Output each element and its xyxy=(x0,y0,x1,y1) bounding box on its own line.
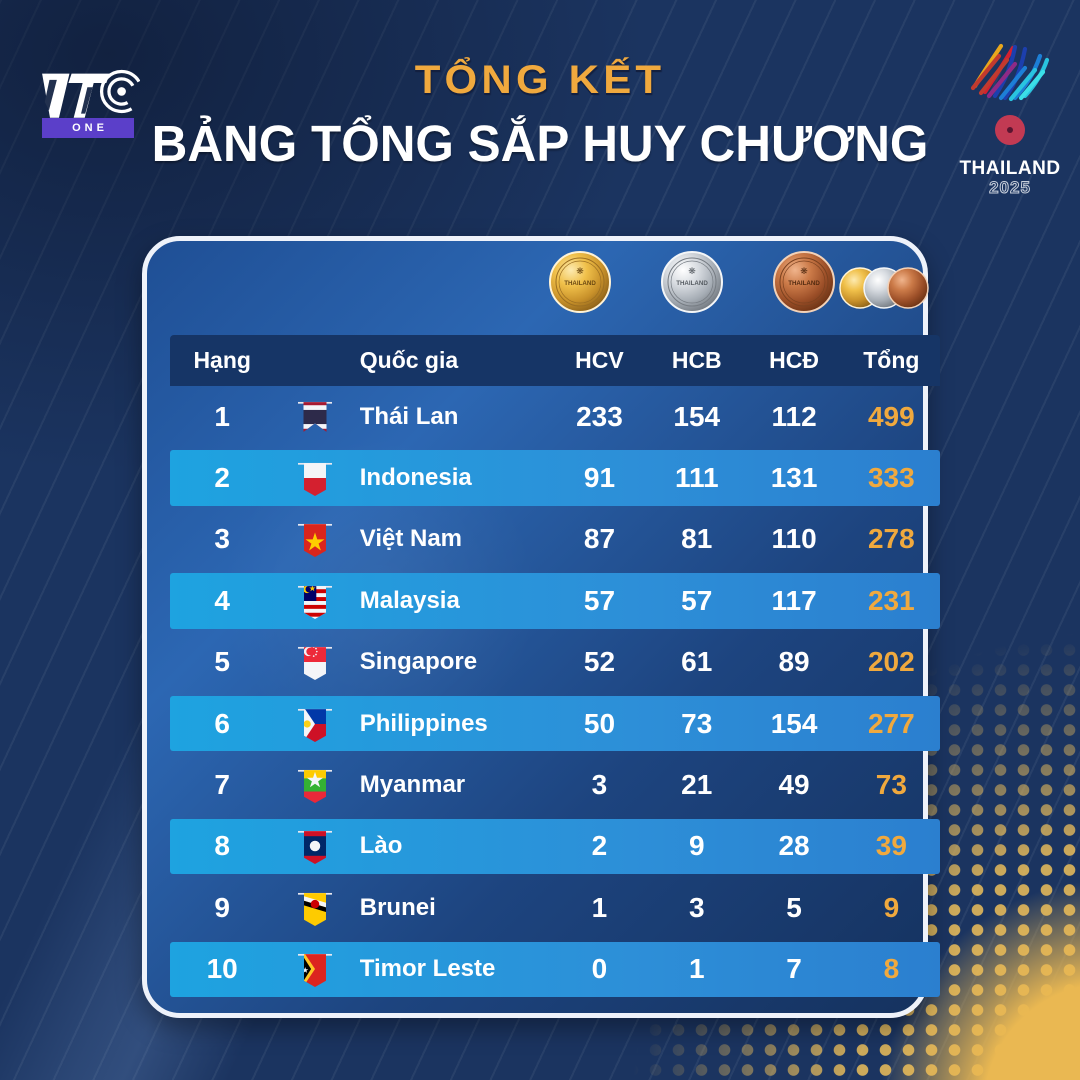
svg-text:THAILAND: THAILAND xyxy=(676,280,708,287)
svg-text:❋: ❋ xyxy=(688,266,696,276)
svg-text:❋: ❋ xyxy=(800,266,808,276)
svg-text:❋: ❋ xyxy=(576,266,584,276)
svg-text:THAILAND: THAILAND xyxy=(564,280,596,287)
svg-text:THAILAND: THAILAND xyxy=(788,280,820,287)
